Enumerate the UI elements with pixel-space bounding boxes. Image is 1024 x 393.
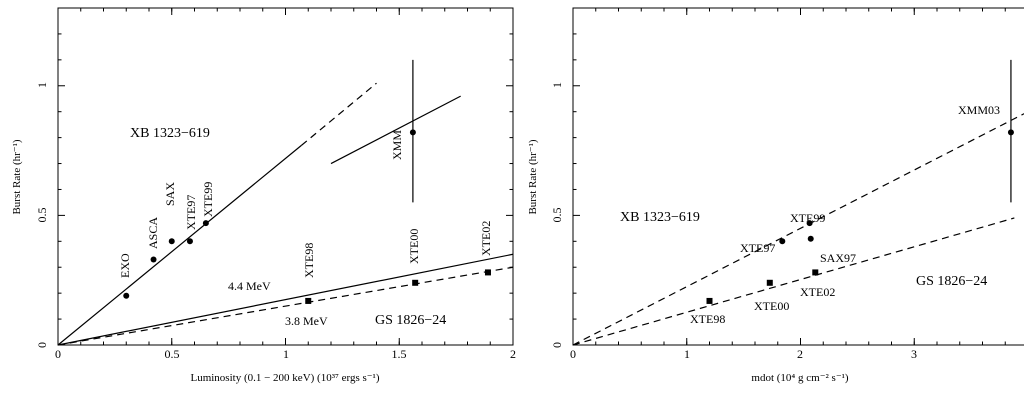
right-ticks (572, 8, 1006, 346)
square-data-point (706, 297, 713, 304)
right-object-label-gs: GS 1826−24 (916, 274, 987, 289)
left-point-label: XTE00 (407, 229, 421, 264)
dashed-fit-line (572, 113, 1024, 346)
circle-data-point (806, 220, 813, 227)
left-object-label-gs: GS 1826−24 (375, 313, 446, 328)
right-ytick-label: 1 (550, 82, 564, 88)
right-plot-frame (572, 7, 1024, 346)
circle-data-point (1007, 129, 1014, 136)
dashed-fit-line (572, 217, 1015, 346)
left-point-label: SAX (163, 182, 177, 206)
square-data-point (812, 269, 819, 276)
right-xtick-label: 2 (797, 347, 803, 361)
solid-fit-line (57, 253, 514, 346)
right-ytick-label: 0 (550, 342, 564, 348)
left-point-label: XTE99 (201, 182, 215, 217)
right-point-label: SAX97 (820, 251, 856, 265)
circle-data-point (186, 238, 193, 245)
left-point-label: ASCA (146, 217, 160, 249)
solid-fit-line (330, 95, 461, 165)
left-point-label: XTE02 (479, 221, 493, 256)
left-point-label: XTE98 (302, 243, 316, 278)
right-point-label: XTE99 (790, 211, 825, 225)
dashed-fit-line (301, 82, 377, 146)
right-xtick-label: 0 (570, 347, 576, 361)
left-ytick-label: 0 (35, 342, 49, 348)
right-panel: 0 1 2 3 0 0.5 1 mdot (10⁴ g cm⁻² s⁻¹) Bu… (527, 7, 1024, 384)
right-point-label: XMM03 (958, 103, 1000, 117)
left-markers (123, 59, 491, 304)
dashed-fit-line (57, 266, 514, 346)
left-ytick-label: 0.5 (35, 208, 49, 223)
left-object-label-xb: XB 1323−619 (130, 126, 210, 141)
right-object-label-xb: XB 1323−619 (620, 210, 700, 225)
square-data-point (305, 297, 312, 304)
left-x-axis-label: Luminosity (0.1 − 200 keV) (10³⁷ ergs s⁻… (190, 372, 379, 384)
square-data-point (766, 279, 773, 286)
right-ytick-label: 0.5 (550, 208, 564, 223)
circle-data-point (409, 129, 416, 136)
left-energy-label: 4.4 MeV (228, 279, 271, 293)
right-point-label: XTE97 (740, 241, 775, 255)
circle-data-point (202, 220, 209, 227)
right-point-label: XTE02 (800, 285, 835, 299)
left-point-label: XTE97 (184, 195, 198, 230)
right-y-axis-label: Burst Rate (hr⁻¹) (527, 139, 539, 214)
left-energy-label: 3.8 MeV (285, 314, 328, 328)
left-point-label: EXO (118, 253, 132, 278)
square-data-point (484, 269, 491, 276)
left-ytick-label: 1 (35, 82, 49, 88)
right-markers (706, 59, 1014, 304)
right-xtick-label: 3 (911, 347, 917, 361)
left-point-label: XMM (390, 130, 404, 160)
right-point-label: XTE00 (754, 299, 789, 313)
circle-data-point (807, 235, 814, 242)
left-fit-lines (57, 82, 514, 346)
circle-data-point (150, 256, 157, 263)
circle-data-point (168, 238, 175, 245)
left-y-axis-label: Burst Rate (hr⁻¹) (11, 139, 23, 214)
left-xtick-label: 1.5 (392, 347, 407, 361)
right-point-label: XTE98 (690, 312, 725, 326)
left-xtick-label: 0.5 (165, 347, 180, 361)
left-xtick-label: 0 (55, 347, 61, 361)
solid-fit-line (57, 144, 302, 346)
square-data-point (412, 279, 419, 286)
right-fit-lines (572, 113, 1024, 346)
left-ticks (57, 8, 514, 346)
circle-data-point (779, 238, 786, 245)
left-panel: 0 0.5 1 1.5 2 0 0.5 1 Luminosity (0.1 − … (11, 7, 516, 384)
left-xtick-label: 2 (510, 347, 516, 361)
circle-data-point (123, 292, 130, 299)
left-xtick-label: 1 (283, 347, 289, 361)
right-x-axis-label: mdot (10⁴ g cm⁻² s⁻¹) (751, 372, 849, 384)
right-xtick-label: 1 (684, 347, 690, 361)
